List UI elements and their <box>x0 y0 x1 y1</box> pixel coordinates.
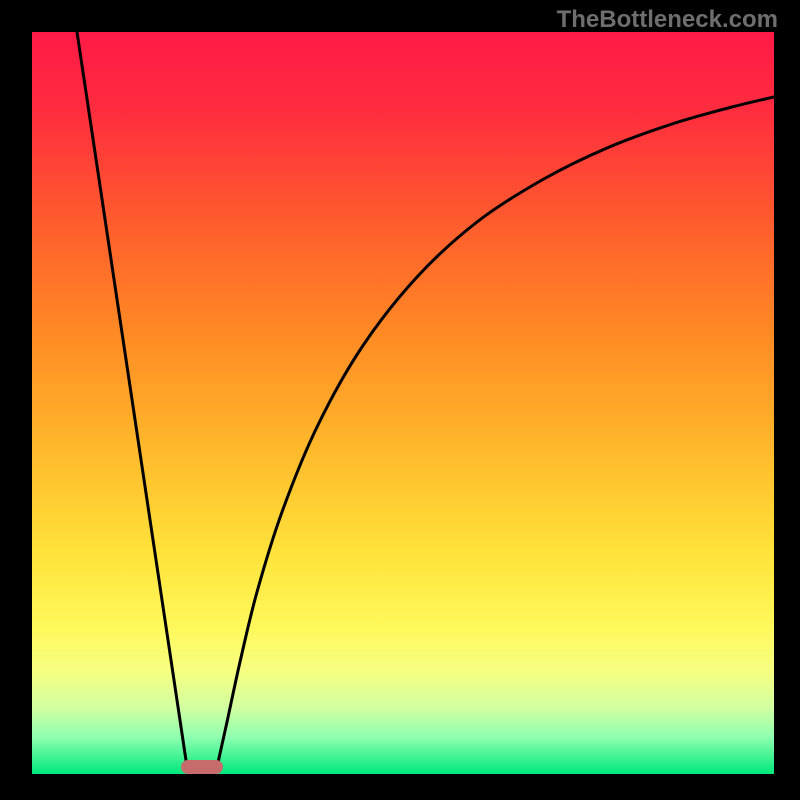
chart-container: TheBottleneck.com <box>0 0 800 800</box>
bottleneck-marker <box>181 760 223 774</box>
watermark-text: TheBottleneck.com <box>557 6 778 34</box>
plot-area <box>32 32 774 774</box>
curve-overlay <box>32 32 774 774</box>
